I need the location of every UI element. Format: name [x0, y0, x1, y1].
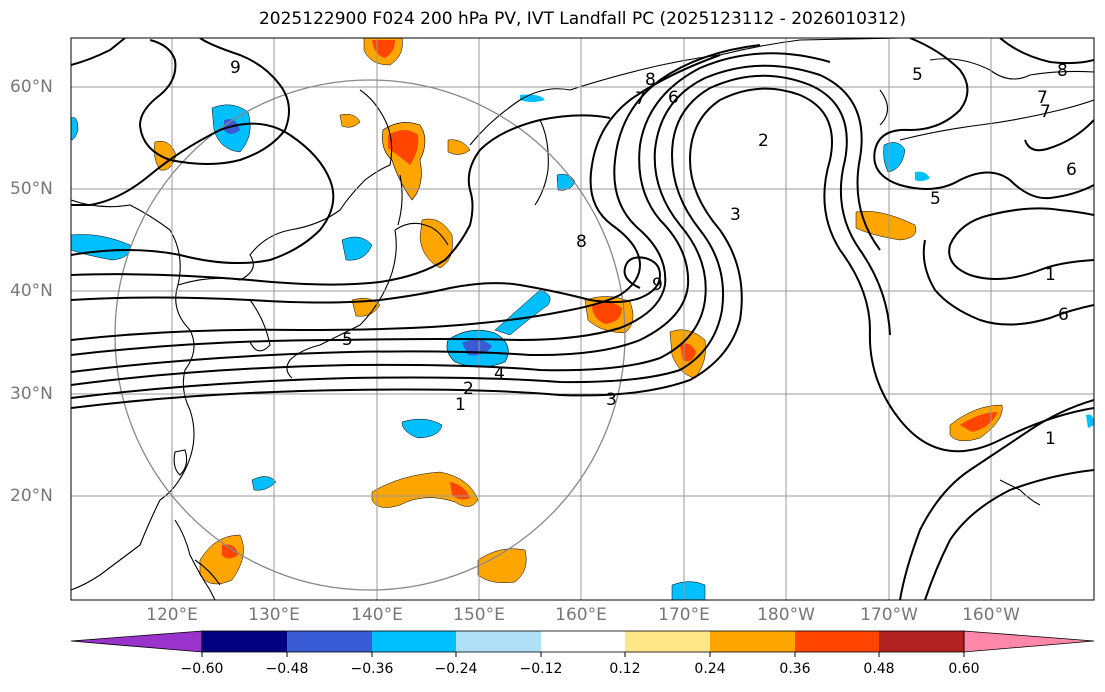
contour-label: 9	[230, 58, 241, 78]
colorbar-tick-label: −0.48	[265, 661, 309, 677]
contour-label: 4	[494, 364, 505, 384]
colorbar-extend-low	[70, 630, 203, 653]
pos-patch-core	[592, 302, 622, 324]
colorbar-segment	[202, 631, 287, 652]
ivt-contours	[71, 38, 1094, 600]
colorbar-segment	[456, 631, 541, 652]
colorbar-tick-label: 0.60	[948, 661, 980, 677]
pos-patch-core	[388, 130, 419, 165]
pos-patch	[447, 139, 471, 155]
colorbar-extend-high	[963, 630, 1095, 653]
contour-label: 8	[645, 70, 656, 90]
colorbar-segment	[541, 631, 625, 652]
lon-label-170w: 170°W	[860, 605, 918, 625]
pos-patch	[339, 114, 361, 128]
neg-patch	[494, 289, 551, 336]
pos-patch	[371, 471, 479, 508]
colorbar-segment	[287, 631, 372, 652]
lon-label-140e: 140°E	[351, 605, 403, 625]
contour-label: 3	[606, 390, 617, 410]
lon-label-150e: 150°E	[453, 605, 505, 625]
colorbar-tick-label: −0.12	[519, 661, 563, 677]
contour-label: 7	[635, 89, 646, 109]
contour-label: 5	[342, 330, 353, 350]
lon-label-130e: 130°E	[248, 605, 300, 625]
contour-labels: 9 8 7 6 2 3 5 8 7 6 1 5 4 2 3 1 1 9 5 8 …	[230, 58, 1077, 449]
contour-label: 1	[1045, 265, 1056, 285]
contour-label: 2	[758, 131, 769, 151]
neg-patch	[401, 418, 443, 439]
contour-label: 6	[668, 88, 679, 108]
lat-label-20n: 20°N	[10, 486, 53, 506]
lon-label-120e: 120°E	[146, 605, 198, 625]
colorbar-tick-label: −0.24	[434, 661, 478, 677]
colorbar	[70, 630, 1095, 657]
neg-patch	[671, 581, 706, 600]
contour-label: 6	[1066, 160, 1077, 180]
lat-label-60n: 60°N	[10, 77, 53, 97]
contour-label: 5	[930, 189, 941, 209]
neg-patch	[1086, 414, 1094, 428]
colorbar-tick-label: 0.12	[609, 661, 641, 677]
pos-patch-core	[222, 544, 238, 559]
colorbar-tick-label: 0.24	[694, 661, 726, 677]
colorbar-segment	[795, 631, 879, 652]
neg-patch	[251, 476, 277, 491]
pos-patch	[153, 141, 177, 171]
neg-patch	[915, 171, 930, 182]
lon-label-180w: 180°W	[757, 605, 815, 625]
neg-patch	[341, 236, 373, 261]
contour-label: 7	[1040, 102, 1051, 122]
lon-label-160e: 160°E	[555, 605, 607, 625]
pos-patch-core	[960, 412, 998, 432]
contour-label: 7	[1037, 88, 1048, 108]
lat-label-50n: 50°N	[10, 179, 53, 199]
pos-patch	[351, 298, 381, 317]
lon-label-160w: 160°W	[962, 605, 1020, 625]
contour-label: 1	[455, 395, 466, 415]
pos-patch	[477, 548, 527, 583]
contour-label: 9	[652, 275, 663, 295]
colorbar-segment	[372, 631, 456, 652]
contour-label: 8	[576, 232, 587, 252]
colorbar-tick-label: −0.60	[180, 661, 224, 677]
map-frame	[70, 37, 1095, 601]
colorbar-outline	[201, 630, 965, 653]
colorbar-segment	[710, 631, 795, 652]
figure-title: 2025122900 F024 200 hPa PV, IVT Landfall…	[258, 9, 906, 29]
pos-patch	[419, 218, 453, 269]
colorbar-tick-label: 0.36	[779, 661, 811, 677]
colorbar-tick-label: 0.48	[863, 661, 895, 677]
contour-label: 3	[730, 205, 741, 225]
coastlines	[71, 38, 1094, 600]
colorbar-segment	[879, 631, 964, 652]
lat-label-30n: 30°N	[10, 384, 53, 404]
pos-patch-core	[450, 482, 470, 500]
contour-label: 6	[1058, 305, 1069, 325]
colorbar-tick-label: −0.36	[350, 661, 394, 677]
lon-label-170e: 170°E	[658, 605, 710, 625]
lat-label-40n: 40°N	[10, 281, 53, 301]
contour-label: 2	[463, 379, 474, 399]
neg-patch	[71, 117, 79, 141]
colorbar-segment	[625, 631, 710, 652]
contour-label: 8	[1057, 61, 1068, 81]
contour-label: 5	[912, 65, 923, 85]
contour-label: 1	[1045, 429, 1056, 449]
pos-patch-core	[372, 40, 395, 58]
